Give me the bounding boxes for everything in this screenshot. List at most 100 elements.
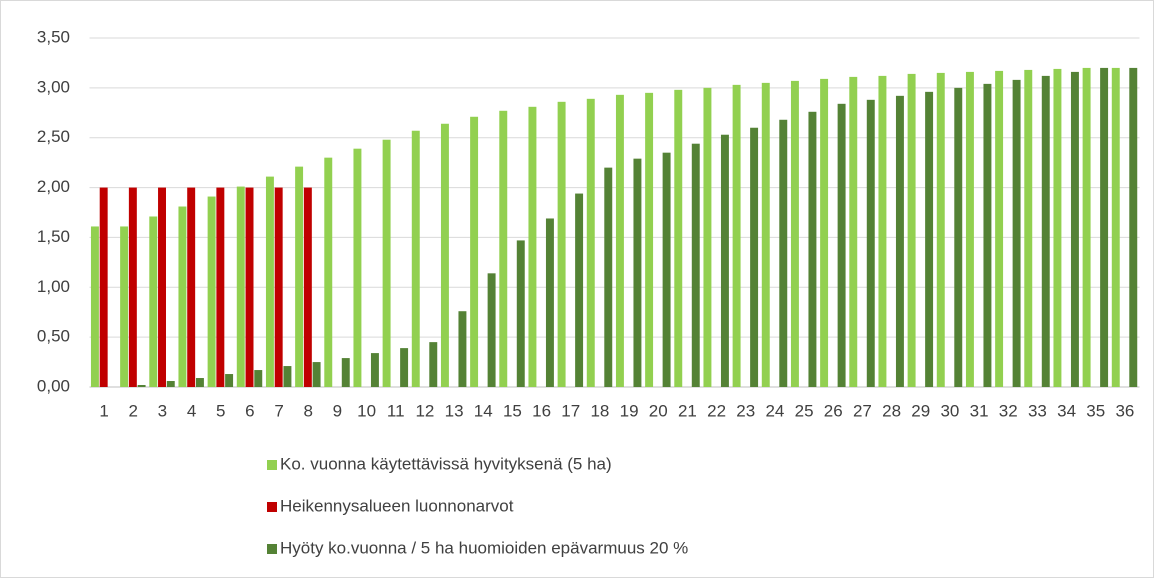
x-tick-label: 22 [707, 401, 726, 420]
bar [545, 218, 554, 387]
bar [207, 196, 216, 387]
bar [516, 240, 525, 387]
bar [849, 76, 858, 387]
bar [236, 186, 245, 387]
bar [878, 75, 887, 388]
bar [575, 193, 584, 387]
bar [370, 353, 379, 387]
bar [615, 94, 624, 387]
x-tick-label: 16 [532, 401, 551, 420]
bar [429, 342, 438, 387]
bar [983, 83, 992, 388]
x-tick-label: 26 [824, 401, 843, 420]
x-tick-label: 23 [736, 401, 755, 420]
bar [440, 123, 449, 388]
bar [866, 99, 875, 387]
bar [674, 89, 683, 387]
bar [895, 95, 904, 387]
x-tick-label: 9 [333, 401, 342, 420]
x-tick-label: 20 [649, 401, 668, 420]
x-tick-label: 36 [1115, 401, 1134, 420]
y-tick-label: 1,00 [37, 277, 70, 296]
bar [178, 206, 187, 387]
bar [1129, 67, 1138, 388]
bar [1100, 67, 1109, 388]
y-tick-label: 2,50 [37, 127, 70, 146]
bar [225, 374, 234, 387]
x-tick-label: 12 [415, 401, 434, 420]
bar [128, 187, 137, 387]
bar [353, 148, 362, 387]
bar [761, 82, 770, 387]
bar [487, 273, 496, 387]
legend-swatch [267, 502, 277, 512]
bar [216, 187, 225, 387]
x-tick-label: 3 [158, 401, 167, 420]
bar [820, 78, 829, 387]
bar [732, 84, 741, 387]
bar [137, 385, 146, 387]
bar [90, 226, 99, 387]
bar [99, 187, 108, 387]
y-tick-label: 0,50 [37, 327, 70, 346]
bar [779, 119, 788, 387]
x-tick-label: 28 [882, 401, 901, 420]
bar [458, 311, 467, 387]
bar [633, 158, 642, 387]
x-tick-label: 10 [357, 401, 376, 420]
bar [187, 187, 196, 387]
x-tick-label: 27 [853, 401, 872, 420]
bar [265, 176, 274, 387]
bar [837, 103, 846, 387]
bar [295, 166, 304, 387]
bar [158, 187, 166, 387]
bar [662, 152, 671, 387]
legend-swatch [267, 460, 277, 470]
bar [691, 143, 700, 387]
bar [1070, 71, 1079, 387]
bar [604, 167, 613, 387]
x-tick-label: 6 [245, 401, 254, 420]
bar [120, 226, 129, 387]
bar [528, 106, 537, 387]
bar [790, 80, 799, 388]
bar [1082, 67, 1091, 388]
bar [303, 187, 312, 387]
bar [925, 91, 934, 388]
bar [400, 348, 409, 387]
x-tick-label: 34 [1057, 401, 1076, 420]
x-tick-label: 35 [1086, 401, 1105, 420]
bar [283, 366, 292, 387]
legend-label: Hyöty ko.vuonna / 5 ha huomioiden epävar… [280, 538, 688, 557]
x-tick-label: 31 [970, 401, 989, 420]
bar [254, 370, 263, 387]
x-tick-label: 8 [304, 401, 313, 420]
bar [499, 110, 508, 387]
x-tick-label: 25 [795, 401, 814, 420]
bar [195, 378, 204, 387]
bar [166, 381, 175, 387]
bar [411, 130, 420, 387]
bar [750, 127, 759, 387]
bar [936, 72, 945, 388]
x-tick-label: 1 [99, 401, 108, 420]
bar [341, 358, 350, 387]
y-tick-label: 0,00 [37, 376, 70, 395]
x-tick-label: 33 [1028, 401, 1047, 420]
x-tick-label: 32 [999, 401, 1018, 420]
y-tick-label: 3,00 [37, 77, 70, 96]
bar [808, 111, 817, 387]
bar [995, 70, 1004, 388]
x-tick-label: 19 [620, 401, 639, 420]
legend-label: Heikennysalueen luonnonarvot [280, 496, 514, 515]
bar [907, 73, 916, 387]
bar [1024, 69, 1033, 387]
bar [1012, 79, 1021, 387]
bar [1053, 68, 1062, 387]
y-tick-label: 2,00 [37, 177, 70, 196]
x-tick-label: 4 [187, 401, 196, 420]
x-tick-label: 13 [445, 401, 464, 420]
x-tick-label: 14 [474, 401, 493, 420]
x-tick-label: 11 [387, 401, 405, 420]
